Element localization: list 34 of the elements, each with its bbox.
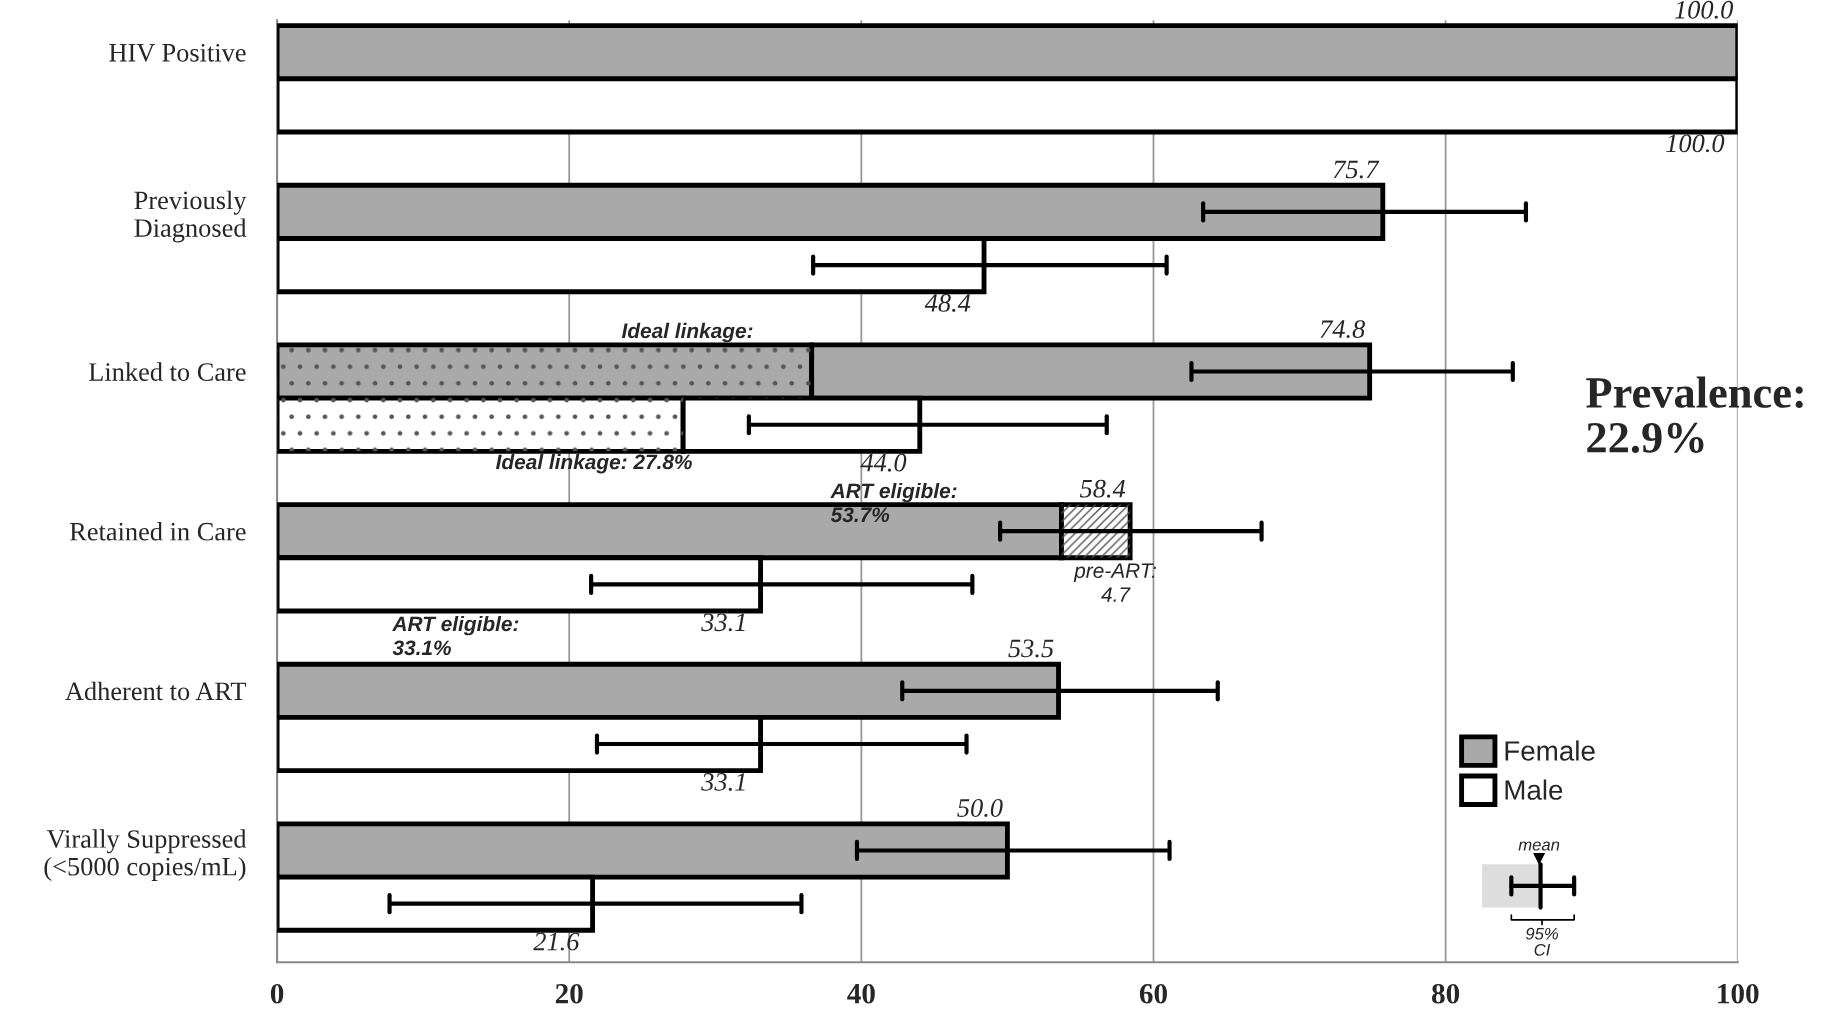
total-label: 33.1 xyxy=(701,773,745,791)
annotation: Ideal linkage: 27.8% xyxy=(496,454,692,474)
annotation: 95% CI xyxy=(1525,927,1558,956)
annotation: mean xyxy=(1518,841,1560,851)
annotation: Ideal linkage: xyxy=(621,322,753,343)
total-label: 58.4 xyxy=(1079,479,1126,498)
annotation: ART eligible: 53.7% xyxy=(830,482,957,523)
legend-label: Male xyxy=(1505,779,1563,800)
x-tick-label: 100 xyxy=(1718,983,1759,1004)
x-tick-label: 80 xyxy=(1432,983,1460,1004)
x-tick-label: 40 xyxy=(847,983,875,1004)
total-label: 50.0 xyxy=(957,799,1003,818)
y-tick-label: Retained in Care xyxy=(69,522,246,541)
total-label: 44.0 xyxy=(860,453,907,472)
x-tick-label: 0 xyxy=(270,983,284,1004)
y-tick-label: HIV Positive xyxy=(109,43,246,62)
legend-label: Female xyxy=(1505,740,1595,761)
annotation: ART eligible: 33.1% xyxy=(392,615,519,656)
annotation: Prevalence: 22.9% xyxy=(1586,376,1803,453)
total-label: 53.5 xyxy=(1008,639,1054,658)
x-tick-label: 60 xyxy=(1139,983,1167,1004)
total-label: 48.4 xyxy=(924,294,971,312)
total-label: 74.8 xyxy=(1320,320,1365,339)
total-label: 100.0 xyxy=(1674,0,1734,19)
total-label: 21.6 xyxy=(533,932,580,951)
y-tick-label: Linked to Care xyxy=(89,362,246,381)
y-tick-label: Previously Diagnosed xyxy=(134,190,247,243)
total-label: 100.0 xyxy=(1666,134,1725,153)
y-tick-label: Virally Suppressed (<5000 copies/mL) xyxy=(44,829,247,881)
total-label: 33.1 xyxy=(701,613,745,632)
x-tick-label: 20 xyxy=(555,983,583,1004)
annotation: pre-ART: 4.7 xyxy=(1073,563,1156,602)
y-tick-label: Adherent to ART xyxy=(65,681,247,701)
total-label: 75.7 xyxy=(1333,160,1380,179)
